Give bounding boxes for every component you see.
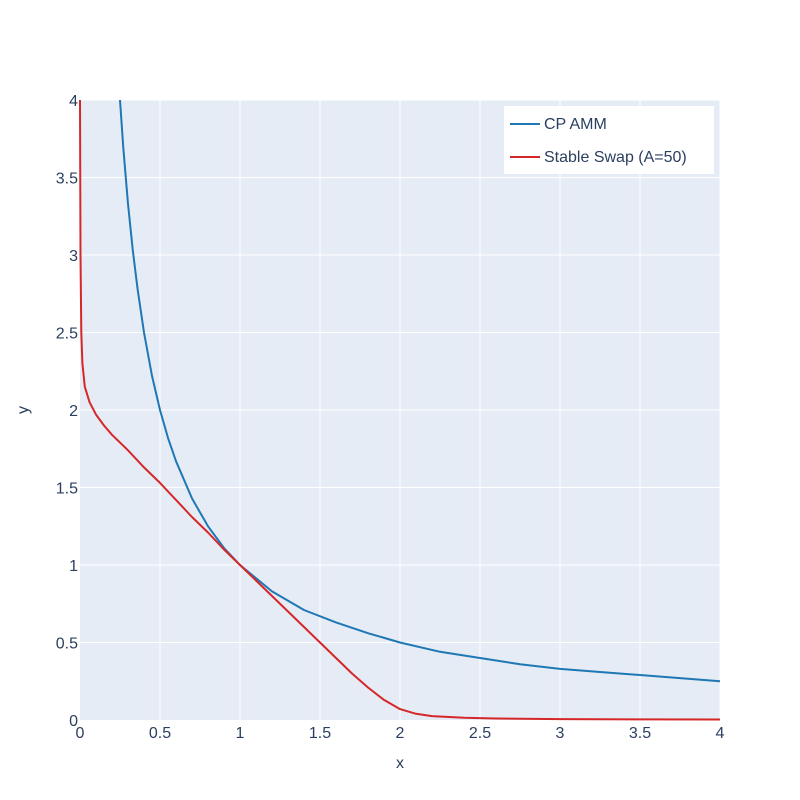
x-tick-label: 2 <box>396 725 405 742</box>
x-axis-title: x <box>396 755 404 772</box>
x-tick-label: 4 <box>716 725 725 742</box>
y-tick-label: 1.5 <box>56 481 78 498</box>
tick-labels: 0 0.5 1 1.5 2 2.5 3 3.5 4 0 0.5 1 1.5 2 2.5 3 3.5 4 <box>56 93 725 742</box>
x-tick-label: 3.5 <box>629 725 651 742</box>
legend-label-stable-swap: Stable Swap (A=50) <box>544 149 687 166</box>
legend: CP AMM Stable Swap (A=50) <box>504 106 714 174</box>
legend-box <box>504 106 714 174</box>
x-tick-label: 3 <box>556 725 565 742</box>
x-tick-label: 0 <box>76 725 85 742</box>
y-tick-label: 3 <box>69 248 78 265</box>
y-tick-label: 0.5 <box>56 636 78 653</box>
y-tick-label: 1 <box>69 558 78 575</box>
y-tick-label: 2.5 <box>56 326 78 343</box>
x-tick-label: 1 <box>236 725 245 742</box>
grid <box>80 99 721 720</box>
series-lines <box>79 99 721 721</box>
y-tick-label: 4 <box>69 93 78 110</box>
x-tick-label: 1.5 <box>309 725 331 742</box>
x-tick-label: 0.5 <box>149 725 171 742</box>
y-tick-label: 2 <box>69 403 78 420</box>
y-tick-label: 0 <box>69 713 78 730</box>
y-tick-label: 3.5 <box>56 171 78 188</box>
y-axis-title: y <box>15 406 32 414</box>
series-line-stable-swap <box>79 99 721 721</box>
x-tick-label: 2.5 <box>469 725 491 742</box>
legend-label-cp-amm: CP AMM <box>544 116 607 133</box>
